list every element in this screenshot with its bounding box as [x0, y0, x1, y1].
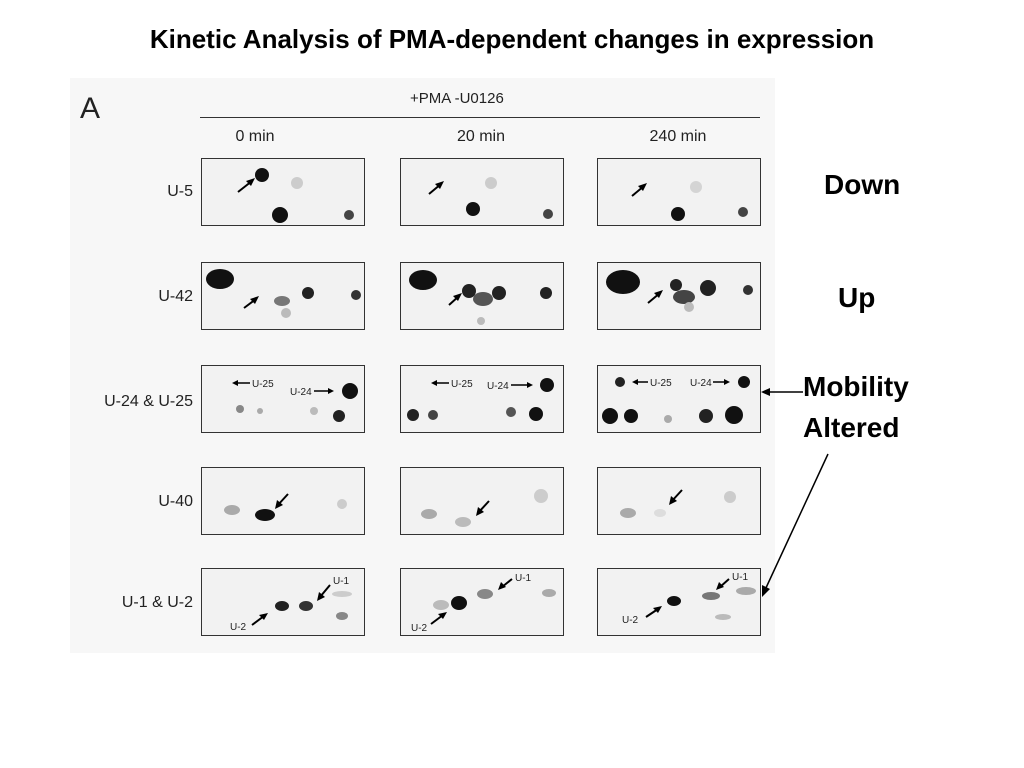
blot-u1-u2-20min: U-1 U-2: [400, 568, 564, 636]
spot-label-u25: U-25: [252, 379, 274, 390]
condition-divider: [200, 117, 760, 118]
row-label-u40: U-40: [158, 493, 193, 510]
row-label-u24-u25: U-24 & U-25: [104, 393, 193, 410]
blot-u40-0min: [201, 467, 365, 535]
blot-u42-20min: [400, 262, 564, 330]
spot-label-u24: U-24: [290, 387, 312, 398]
blot-u40-20min: [400, 467, 564, 535]
blot-u24-u25-0min: U-25 U-24: [201, 365, 365, 433]
annotation-down: Down: [824, 169, 901, 200]
mobility-arrow-bottom: [764, 453, 829, 591]
mobility-arrow-top-head: [761, 388, 770, 396]
slide-title: Kinetic Analysis of PMA-dependent change…: [149, 24, 875, 54]
row-label-u5: U-5: [167, 183, 193, 200]
time-label-0: 0 min: [235, 128, 275, 145]
blot-u42-0min: [201, 262, 365, 330]
spot-label-u1: U-1: [732, 572, 749, 583]
blot-u1-u2-240min: U-1 U-2: [597, 568, 761, 636]
spot-label-u2: U-2: [411, 623, 428, 634]
blot-u5-0min: [201, 158, 365, 226]
spot-label-u25: U-25: [650, 378, 672, 389]
time-label-1: 20 min: [456, 128, 506, 145]
mobility-arrow-bottom-head: [762, 585, 770, 597]
blot-u42-240min: [597, 262, 761, 330]
spot-label-u25: U-25: [451, 379, 473, 390]
condition-label: +PMA -U0126: [410, 90, 504, 107]
spot-label-u2: U-2: [622, 615, 639, 626]
spot-label-u24: U-24: [690, 378, 712, 389]
blot-u5-240min: [597, 158, 761, 226]
spot-label-u1: U-1: [333, 576, 350, 587]
annotation-up: Up: [838, 282, 876, 313]
blot-u5-20min: [400, 158, 564, 226]
annotation-mobility-line1: Mobility: [803, 371, 909, 402]
spot-label-u1: U-1: [515, 573, 532, 584]
row-label-u42: U-42: [158, 288, 193, 305]
blot-u24-u25-240min: U-25 U-24: [597, 365, 761, 433]
panel-letter: A: [80, 92, 101, 125]
row-label-u1-u2: U-1 & U-2: [121, 594, 193, 611]
time-label-2: 240 min: [649, 128, 707, 145]
blot-u1-u2-0min: U-1 U-2: [201, 568, 365, 636]
blot-u24-u25-20min: U-25 U-24: [400, 365, 564, 433]
spot-label-u2: U-2: [230, 622, 247, 633]
annotation-mobility-line2: Altered: [803, 412, 900, 443]
spot-label-u24: U-24: [487, 381, 509, 392]
blot-u40-240min: [597, 467, 761, 535]
